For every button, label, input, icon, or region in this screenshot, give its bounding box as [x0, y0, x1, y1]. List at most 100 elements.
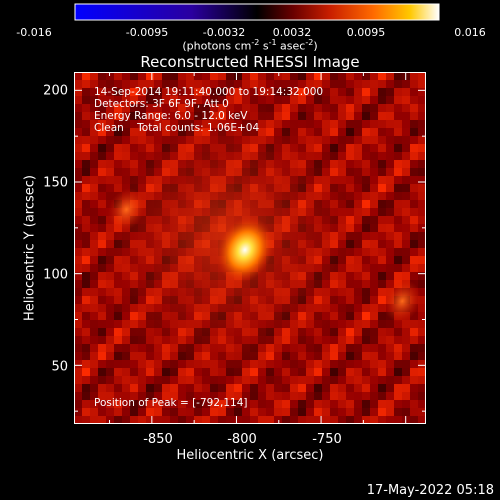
- heatmap-cell: [322, 88, 330, 96]
- heatmap-cell: [130, 96, 138, 104]
- heatmap-cell: [386, 248, 394, 256]
- heatmap-cell: [386, 408, 394, 416]
- heatmap-cell: [330, 80, 338, 88]
- heatmap-cell: [330, 96, 338, 104]
- heatmap-cell: [402, 208, 410, 216]
- heatmap-cell: [394, 96, 402, 104]
- heatmap-cell: [290, 408, 298, 416]
- heatmap-cell: [370, 312, 378, 320]
- colorbar-tick: -0.0032: [202, 26, 246, 39]
- heatmap-cell: [418, 192, 426, 200]
- heatmap-cell: [122, 392, 130, 400]
- heatmap-cell: [386, 376, 394, 384]
- heatmap-cell: [386, 152, 394, 160]
- heatmap-cell: [154, 384, 162, 392]
- heatmap-cell: [122, 80, 130, 88]
- heatmap-cell: [170, 416, 178, 424]
- heatmap-cell: [74, 280, 82, 288]
- heatmap-cell: [130, 376, 138, 384]
- heatmap-cell: [82, 384, 90, 392]
- heatmap-cell: [418, 144, 426, 152]
- heatmap-cell: [378, 296, 386, 304]
- heatmap-cell: [74, 88, 82, 96]
- timestamp: 17-May-2022 05:18: [366, 483, 494, 498]
- heatmap-cell: [322, 392, 330, 400]
- heatmap-cell: [74, 72, 82, 80]
- heatmap-cell: [138, 88, 146, 96]
- heatmap-cell: [162, 384, 170, 392]
- heatmap-cell: [226, 416, 234, 424]
- heatmap-cell: [346, 384, 354, 392]
- heatmap-cell: [146, 376, 154, 384]
- heatmap-cell: [82, 360, 90, 368]
- heatmap-cell: [138, 384, 146, 392]
- heatmap-cell: [194, 408, 202, 416]
- heatmap-cell: [378, 272, 386, 280]
- heatmap-cell: [178, 408, 186, 416]
- heatmap-cell: [114, 400, 122, 408]
- heatmap-cell: [362, 352, 370, 360]
- heatmap-cell: [114, 352, 122, 360]
- heatmap-cell: [394, 408, 402, 416]
- heatmap-cell: [314, 72, 322, 80]
- heatmap-cell: [266, 392, 274, 400]
- heatmap-cell: [90, 96, 98, 104]
- heatmap-cell: [370, 120, 378, 128]
- heatmap-cell: [114, 368, 122, 376]
- heatmap-cell: [258, 408, 266, 416]
- heatmap-cell: [394, 272, 402, 280]
- heatmap-cell: [90, 304, 98, 312]
- heatmap-cell: [370, 112, 378, 120]
- heatmap-cell: [74, 368, 82, 376]
- heatmap-cell: [418, 248, 426, 256]
- heatmap-source: [383, 279, 421, 323]
- heatmap-cell: [338, 344, 346, 352]
- heatmap-cell: [410, 416, 418, 424]
- heatmap-cell: [378, 376, 386, 384]
- heatmap-cell: [370, 152, 378, 160]
- heatmap-cell: [370, 304, 378, 312]
- heatmap-cell: [394, 344, 402, 352]
- heatmap-cell: [130, 352, 138, 360]
- heatmap-cell: [210, 392, 218, 400]
- heatmap-cell: [314, 80, 322, 88]
- heatmap-cell: [410, 200, 418, 208]
- heatmap-cell: [82, 88, 90, 96]
- heatmap-cell: [266, 72, 274, 80]
- heatmap-cell: [386, 232, 394, 240]
- heatmap-cell: [418, 280, 426, 288]
- heatmap-cell: [274, 416, 282, 424]
- heatmap-cell: [90, 152, 98, 160]
- heatmap-cell: [162, 80, 170, 88]
- heatmap-cell: [82, 176, 90, 184]
- heatmap-cell: [378, 88, 386, 96]
- heatmap-cell: [330, 104, 338, 112]
- heatmap-cell: [410, 312, 418, 320]
- heatmap-cell: [346, 88, 354, 96]
- heatmap-cell: [82, 168, 90, 176]
- heatmap-cell: [130, 400, 138, 408]
- heatmap-cell: [98, 128, 106, 136]
- heatmap-cell: [266, 80, 274, 88]
- heatmap-cell: [314, 88, 322, 96]
- heatmap-cell: [162, 96, 170, 104]
- heatmap-cell: [322, 416, 330, 424]
- heatmap-cell: [114, 416, 122, 424]
- heatmap-cell: [274, 408, 282, 416]
- heatmap-cell: [290, 88, 298, 96]
- heatmap-cell: [298, 408, 306, 416]
- heatmap-cell: [130, 416, 138, 424]
- heatmap-cell: [106, 336, 114, 344]
- heatmap-cell: [394, 136, 402, 144]
- heatmap-cell: [226, 400, 234, 408]
- heatmap-cell: [90, 368, 98, 376]
- heatmap-cell: [322, 112, 330, 120]
- heatmap-cell: [218, 400, 226, 408]
- y-tick-label: 200: [43, 83, 68, 99]
- heatmap-cell: [402, 368, 410, 376]
- heatmap-cell: [226, 408, 234, 416]
- heatmap-cell: [402, 104, 410, 112]
- heatmap-cell: [386, 368, 394, 376]
- heatmap-cell: [146, 408, 154, 416]
- heatmap-cell: [162, 408, 170, 416]
